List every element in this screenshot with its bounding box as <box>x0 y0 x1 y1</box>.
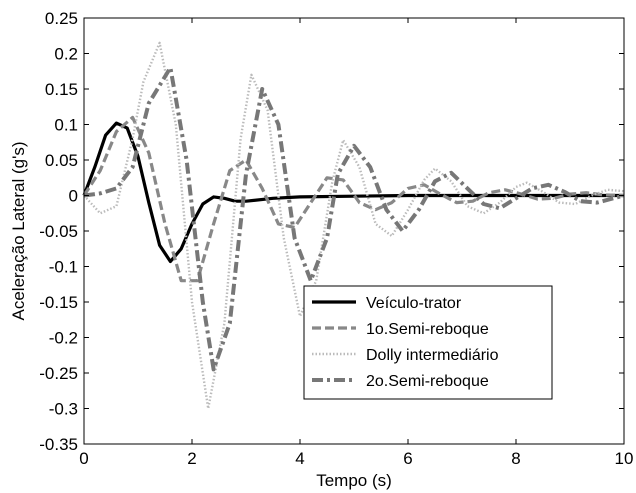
y-tick-label: 0.25 <box>45 9 78 28</box>
y-tick-label: -0.2 <box>49 329 78 348</box>
legend-label: Veículo-trator <box>366 295 462 312</box>
series-line-4 <box>83 65 625 372</box>
y-tick-label: -0.25 <box>39 364 78 383</box>
y-tick-label: -0.35 <box>39 435 78 454</box>
legend-label: 1o.Semi-reboque <box>366 321 489 338</box>
y-tick-label: 0.1 <box>54 116 78 135</box>
y-tick-label: -0.05 <box>39 222 78 241</box>
y-tick-label: 0 <box>69 187 78 206</box>
x-tick-label: 8 <box>511 449 520 468</box>
x-tick-label: 10 <box>615 449 634 468</box>
x-tick-label: 4 <box>295 449 304 468</box>
y-tick-label: 0.15 <box>45 80 78 99</box>
y-tick-label: -0.15 <box>39 293 78 312</box>
legend: Veículo-trator 1o.Semi-reboque Dolly inter… <box>303 285 553 400</box>
y-tick-label: -0.1 <box>49 258 78 277</box>
series-layer <box>82 41 625 410</box>
y-tick-label: 0.2 <box>54 45 78 64</box>
ticks-layer: 0 2 4 6 8 10 0.25 0.2 0.15 0.1 0.05 0 -0.05 -0.1 -0.15… <box>39 9 633 468</box>
x-tick-label: 6 <box>403 449 412 468</box>
series-line-3 <box>83 41 625 410</box>
legend-label: Dolly intermediário <box>366 347 499 364</box>
x-tick-label: 2 <box>187 449 196 468</box>
x-axis-title: Tempo (s) <box>316 471 392 490</box>
series-line-2 <box>82 115 625 283</box>
y-axis-title: Aceleração Lateral (g's) <box>9 142 28 321</box>
x-tick-label: 0 <box>79 449 88 468</box>
y-tick-label: 0.05 <box>45 151 78 170</box>
legend-box <box>303 285 553 400</box>
legend-label: 2o.Semi-reboque <box>366 373 489 390</box>
y-tick-label: -0.3 <box>49 400 78 419</box>
